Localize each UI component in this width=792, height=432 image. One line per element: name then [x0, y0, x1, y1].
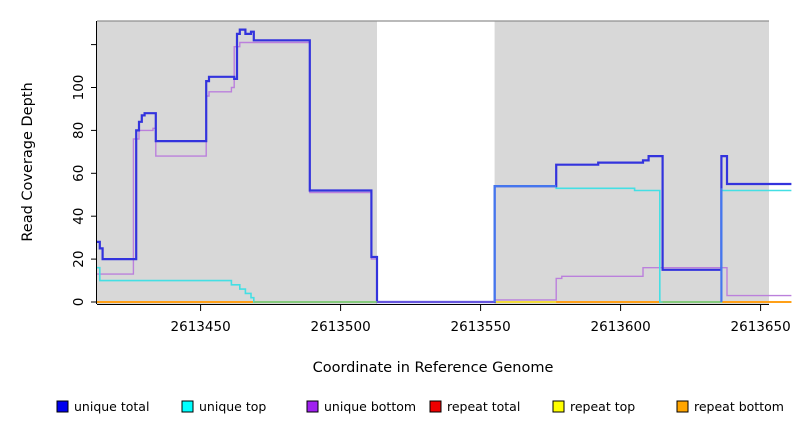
series-unique-total [97, 28, 792, 304]
y-tick-label: 40 [71, 208, 87, 225]
x-axis-label: Coordinate in Reference Genome [313, 360, 554, 376]
legend-swatch-repeat-top [552, 400, 565, 413]
x-tick-label: 2613650 [731, 319, 791, 335]
legend: unique total unique top unique bottom repea… [56, 399, 784, 414]
legend-item-repeat-top: repeat top [552, 399, 635, 414]
legend-label: unique bottom [324, 399, 416, 414]
legend-item-unique-top: unique top [181, 399, 266, 414]
legend-label: repeat top [570, 399, 635, 414]
legend-label: repeat bottom [694, 399, 784, 414]
series-unique-top [97, 185, 792, 303]
legend-label: unique total [74, 399, 149, 414]
y-tick-label: 100 [71, 75, 87, 101]
x-tick-label: 2613500 [311, 319, 371, 335]
gap-region [377, 21, 495, 304]
legend-label: unique top [199, 399, 266, 414]
blend-blue-cyan-overlap-blend [493, 185, 557, 302]
legend-item-unique-total: unique total [56, 399, 149, 414]
legend-item-unique-bottom: unique bottom [306, 399, 416, 414]
y-tick-label: 20 [71, 251, 87, 268]
x-tick-label: 2613600 [591, 319, 651, 335]
series-unique-bottom [97, 41, 792, 303]
y-axis-label: Read Coverage Depth [20, 82, 36, 241]
legend-swatch-unique-total [56, 400, 69, 413]
x-tick-label: 2613450 [171, 319, 231, 335]
x-tick-label: 2613550 [451, 319, 511, 335]
legend-swatch-repeat-total [429, 400, 442, 413]
axes: 0 20 40 60 80 100 2613450 2613500 2613550 2613600… [71, 21, 791, 335]
y-tick-label: 80 [71, 122, 87, 139]
legend-swatch-repeat-bottom [676, 400, 689, 413]
legend-label: repeat total [447, 399, 520, 414]
y-tick-label: 60 [71, 165, 87, 182]
y-tick-label: 0 [71, 298, 87, 307]
legend-item-repeat-total: repeat total [429, 399, 520, 414]
plot-background [97, 20, 769, 304]
series-lines [97, 28, 792, 304]
legend-swatch-unique-bottom [306, 400, 319, 413]
legend-item-repeat-bottom: repeat bottom [676, 399, 784, 414]
legend-swatch-unique-top [181, 400, 194, 413]
